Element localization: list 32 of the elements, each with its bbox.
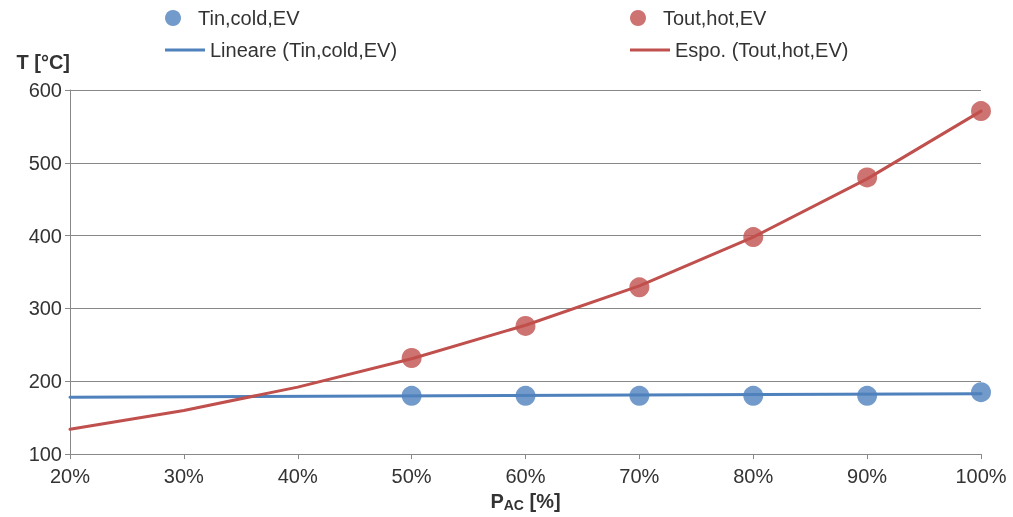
y-tick-label: 200 — [28, 370, 62, 393]
x-tick-label: 50% — [391, 465, 432, 488]
x-tick-label: 90% — [847, 465, 888, 488]
x-tick-label: 40% — [277, 465, 318, 488]
x-tick-label: 60% — [505, 465, 546, 488]
x-tick-label: 70% — [619, 465, 660, 488]
y-tick-label: 300 — [28, 297, 62, 320]
x-tick-label: 100% — [955, 465, 1007, 488]
legend-label: Tin,cold,EV — [198, 7, 301, 29]
x-tick-label: 30% — [163, 465, 205, 488]
point — [629, 277, 650, 298]
x-tick-label: 80% — [733, 465, 774, 488]
point — [857, 385, 878, 406]
point — [743, 227, 764, 248]
y-tick-label: 100 — [28, 443, 62, 466]
y-tick-label: 400 — [28, 224, 62, 247]
point — [401, 385, 422, 406]
point — [971, 101, 991, 122]
y-tick-label: 500 — [28, 151, 62, 174]
point — [401, 347, 422, 368]
point — [743, 385, 764, 406]
x-tick-label: 20% — [49, 465, 91, 488]
legend-label: Lineare (Tin,cold,EV) — [210, 39, 398, 61]
y-tick-label: 600 — [28, 79, 62, 101]
y-axis-title: T [°C] — [16, 51, 70, 73]
point — [971, 382, 991, 403]
point — [515, 385, 536, 406]
legend-label: Espo. (Tout,hot,EV) — [675, 39, 849, 61]
point — [857, 167, 878, 188]
legend-label: Tout,hot,EV — [663, 7, 768, 29]
point — [515, 315, 536, 336]
point — [629, 385, 650, 406]
